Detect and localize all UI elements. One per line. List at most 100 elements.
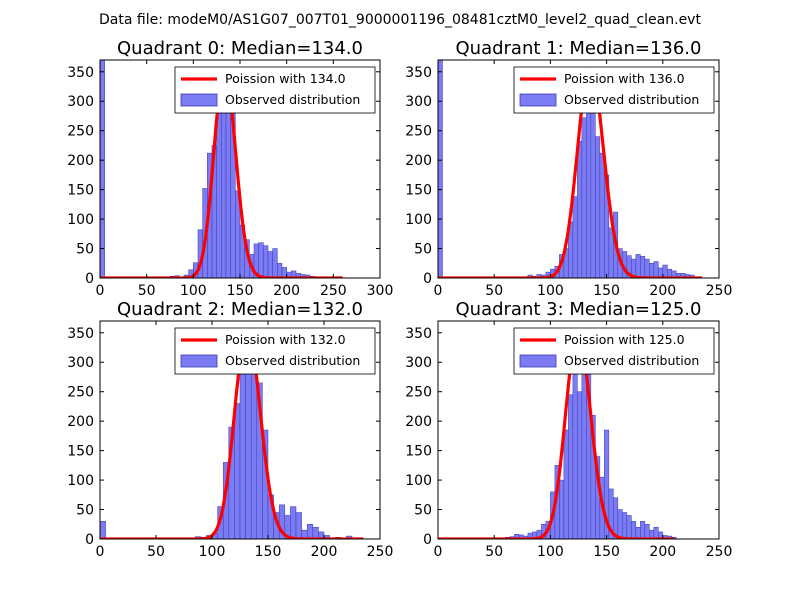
histogram-bars (438, 60, 700, 278)
legend: Poission with 136.0 Observed distribution (513, 66, 715, 114)
y-tick-label: 150 (405, 444, 432, 460)
legend-label-observed: Observed distribution (564, 353, 699, 368)
histogram-bar (239, 367, 246, 539)
y-tick-label: 50 (76, 503, 94, 519)
y-tick-label: 150 (67, 444, 94, 460)
histogram-bar (563, 429, 569, 539)
panel-title: Quadrant 0: Median=134.0 (117, 38, 363, 59)
x-tick-label: 100 (180, 283, 207, 299)
histogram-bar (653, 261, 659, 278)
x-tick-label: 50 (485, 544, 503, 560)
y-tick-label: 150 (405, 183, 432, 199)
histogram-bar (568, 394, 574, 539)
x-tick-label: 50 (138, 283, 156, 299)
x-tick-label: 100 (537, 544, 564, 560)
panels: Quadrant 0: Median=134.0 0 50 100 150 200 250 3… (67, 38, 732, 560)
y-tick-label: 350 (67, 65, 94, 81)
poisson-curve (100, 328, 364, 539)
histogram-bar (635, 254, 641, 278)
panel-1: Quadrant 1: Median=136.0 0 50 100 150 200 250 0… (405, 38, 732, 299)
poisson-curve (438, 331, 675, 539)
y-tick-label: 200 (405, 153, 432, 169)
histogram-bar (272, 248, 278, 278)
y-tick-label: 100 (67, 212, 94, 228)
y-tick-label: 250 (405, 124, 432, 140)
histogram-bar (640, 255, 646, 278)
histogram-bar (100, 60, 105, 278)
legend-label-observed: Observed distribution (225, 353, 360, 368)
histogram-bar (640, 521, 646, 539)
legend-label-poisson: Poission with 134.0 (225, 71, 346, 86)
histogram-bar (595, 136, 601, 278)
y-tick-label: 50 (414, 503, 432, 519)
x-tick-label: 0 (96, 544, 105, 560)
axes-frame (437, 59, 720, 279)
histogram-bar (617, 509, 623, 539)
x-tick-label: 50 (485, 283, 503, 299)
y-tick-label: 0 (85, 532, 94, 548)
panel-2: Quadrant 2: Median=132.0 0 50 100 150 200 250 0… (67, 299, 393, 560)
x-tick-label: 300 (367, 283, 394, 299)
x-tick-label: 250 (706, 283, 733, 299)
y-tick-label: 50 (76, 242, 94, 258)
y-tick-label: 200 (405, 414, 432, 430)
x-tick-label: 100 (199, 544, 226, 560)
histogram-bar (604, 429, 610, 539)
x-tick-label: 150 (593, 544, 620, 560)
histogram-bar (559, 479, 565, 539)
y-tick-label: 300 (67, 355, 94, 371)
legend-label-poisson: Poission with 136.0 (564, 71, 685, 86)
y-tick-label: 100 (405, 212, 432, 228)
histogram-bar (234, 403, 241, 539)
legend: Poission with 132.0 Observed distribution (174, 327, 376, 375)
x-tick-label: 150 (227, 283, 254, 299)
histogram-bar (572, 196, 578, 278)
panel-title: Quadrant 3: Median=125.0 (456, 299, 702, 320)
histogram-bar (258, 242, 264, 278)
figure-title: Data file: modeM0/AS1G07_007T01_90000011… (99, 12, 701, 28)
x-tick-label: 0 (96, 283, 105, 299)
histogram-bar (290, 506, 297, 539)
histogram-bar (649, 263, 655, 278)
x-tick-label: 200 (649, 544, 676, 560)
x-tick-label: 250 (320, 283, 347, 299)
histogram-bar (295, 512, 302, 539)
histogram-bar (626, 515, 632, 539)
x-tick-label: 0 (434, 283, 443, 299)
histogram-bar (581, 117, 587, 278)
legend: Poission with 125.0 Observed distribution (513, 327, 715, 375)
panel-3: Quadrant 3: Median=125.0 0 50 100 150 200 250 0… (405, 299, 732, 560)
histogram-bar (263, 245, 269, 278)
y-tick-label: 250 (405, 385, 432, 401)
poisson-curve (438, 66, 703, 278)
histogram-bar (635, 526, 641, 539)
y-tick-label: 250 (67, 124, 94, 140)
histogram-bar (581, 370, 587, 539)
histogram-bar (577, 141, 583, 278)
legend-bar-swatch (519, 93, 557, 107)
x-tick-label: 250 (706, 544, 733, 560)
panel-0: Quadrant 0: Median=134.0 0 50 100 150 200 250 3… (67, 38, 393, 299)
histogram-bar (644, 258, 650, 278)
y-tick-label: 100 (67, 473, 94, 489)
x-tick-label: 150 (255, 544, 282, 560)
histogram-bar (267, 251, 273, 278)
y-tick-label: 250 (67, 385, 94, 401)
x-tick-label: 50 (147, 544, 165, 560)
y-tick-label: 200 (67, 414, 94, 430)
panel-title: Quadrant 2: Median=132.0 (117, 299, 363, 320)
histogram-bar (644, 524, 650, 539)
legend-bar-swatch (180, 354, 218, 368)
histogram-bar (572, 353, 578, 539)
histogram-bar (100, 521, 106, 539)
y-tick-label: 0 (423, 532, 432, 548)
legend-label-poisson: Poission with 132.0 (225, 332, 346, 347)
axes-frame (437, 320, 720, 540)
panel-title: Quadrant 1: Median=136.0 (456, 38, 702, 59)
legend-label-poisson: Poission with 125.0 (564, 332, 685, 347)
y-tick-label: 350 (405, 65, 432, 81)
x-tick-label: 100 (537, 283, 564, 299)
legend-label-observed: Observed distribution (225, 92, 360, 107)
axes-frame (99, 320, 381, 540)
histogram-bar (306, 524, 314, 539)
